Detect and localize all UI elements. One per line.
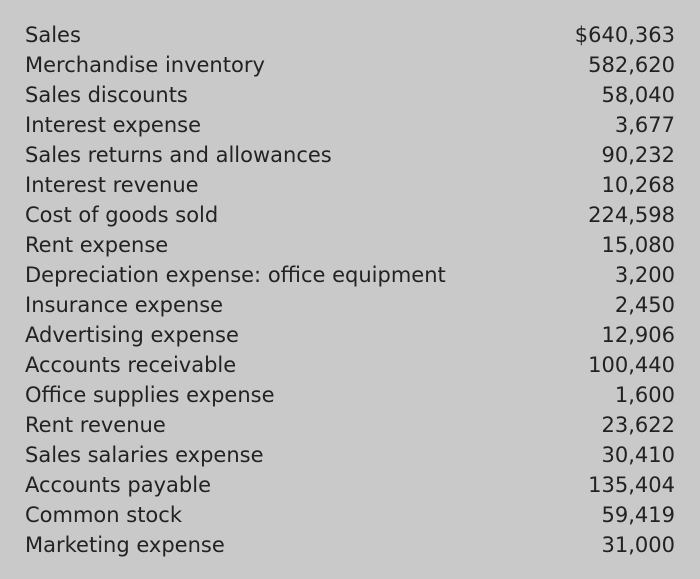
table-row: Rent expense 15,080 — [25, 230, 675, 260]
account-value: 135,404 — [588, 473, 675, 497]
account-value: 582,620 — [588, 53, 675, 77]
table-row: Merchandise inventory 582,620 — [25, 50, 675, 80]
account-balances-table: Sales $640,363 Merchandise inventory 582,62… — [25, 20, 675, 560]
account-value: 100,440 — [588, 353, 675, 377]
table-row: Insurance expense 2,450 — [25, 290, 675, 320]
table-row: Accounts payable 135,404 — [25, 470, 675, 500]
account-label: Accounts receivable — [25, 353, 237, 377]
table-row: Sales returns and allowances 90,232 — [25, 140, 675, 170]
account-label: Sales returns and allowances — [25, 143, 332, 167]
account-value: 224,598 — [588, 203, 675, 227]
account-value: 30,410 — [601, 443, 675, 467]
table-row: Sales discounts 58,040 — [25, 80, 675, 110]
account-label: Interest expense — [25, 113, 201, 137]
table-row: Common stock 59,419 — [25, 500, 675, 530]
table-row: Marketing expense 31,000 — [25, 530, 675, 560]
table-row: Advertising expense 12,906 — [25, 320, 675, 350]
account-label: Office supplies expense — [25, 383, 275, 407]
account-label: Insurance expense — [25, 293, 224, 317]
account-value: 1,600 — [614, 383, 675, 407]
table-row: Depreciation expense: office equipment 3,… — [25, 260, 675, 290]
account-label: Advertising expense — [25, 323, 239, 347]
table-row: Accounts receivable 100,440 — [25, 350, 675, 380]
table-row: Office supplies expense 1,600 — [25, 380, 675, 410]
account-label: Sales — [25, 23, 81, 47]
account-label: Accounts payable — [25, 473, 211, 497]
account-value: 10,268 — [601, 173, 675, 197]
account-label: Interest revenue — [25, 173, 199, 197]
account-value: 3,677 — [614, 113, 675, 137]
account-value: $640,363 — [574, 23, 675, 47]
account-value: 3,200 — [614, 263, 675, 287]
account-value: 31,000 — [601, 533, 675, 557]
account-label: Rent revenue — [25, 413, 166, 437]
account-label: Common stock — [25, 503, 182, 527]
table-row: Cost of goods sold 224,598 — [25, 200, 675, 230]
account-label: Sales discounts — [25, 83, 188, 107]
account-label: Cost of goods sold — [25, 203, 219, 227]
account-value: 59,419 — [601, 503, 675, 527]
account-label: Rent expense — [25, 233, 169, 257]
table-row: Interest revenue 10,268 — [25, 170, 675, 200]
account-label: Depreciation expense: office equipment — [25, 263, 446, 287]
account-value: 23,622 — [601, 413, 675, 437]
table-row: Rent revenue 23,622 — [25, 410, 675, 440]
account-value: 15,080 — [601, 233, 675, 257]
account-label: Merchandise inventory — [25, 53, 265, 77]
account-label: Sales salaries expense — [25, 443, 264, 467]
account-value: 12,906 — [601, 323, 675, 347]
account-value: 90,232 — [601, 143, 675, 167]
table-row: Interest expense 3,677 — [25, 110, 675, 140]
account-value: 58,040 — [601, 83, 675, 107]
account-value: 2,450 — [614, 293, 675, 317]
table-row: Sales $640,363 — [25, 20, 675, 50]
account-label: Marketing expense — [25, 533, 225, 557]
table-row: Sales salaries expense 30,410 — [25, 440, 675, 470]
